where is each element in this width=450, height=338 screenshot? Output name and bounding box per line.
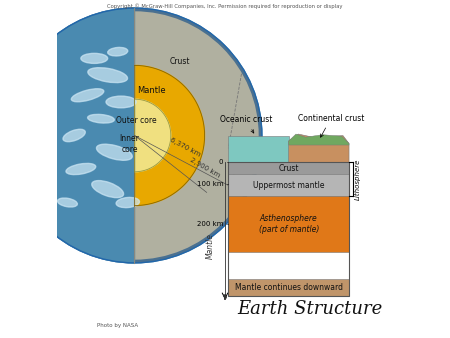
- Ellipse shape: [81, 53, 108, 64]
- Text: Continental crust: Continental crust: [298, 114, 364, 137]
- Ellipse shape: [66, 163, 96, 175]
- Ellipse shape: [63, 129, 86, 142]
- Text: Earth Structure: Earth Structure: [237, 300, 382, 318]
- Circle shape: [7, 8, 262, 263]
- Circle shape: [64, 66, 205, 206]
- Text: Inner
core: Inner core: [120, 134, 140, 153]
- Bar: [228, 136, 289, 162]
- Ellipse shape: [106, 96, 136, 108]
- Text: Asthenosphere
(part of mantle): Asthenosphere (part of mantle): [258, 214, 319, 234]
- Ellipse shape: [108, 47, 128, 56]
- Ellipse shape: [63, 129, 86, 142]
- Text: Crust: Crust: [170, 57, 190, 66]
- Ellipse shape: [71, 89, 104, 102]
- Ellipse shape: [92, 180, 124, 198]
- Ellipse shape: [108, 47, 128, 56]
- Ellipse shape: [58, 198, 77, 207]
- Polygon shape: [289, 134, 349, 162]
- Bar: [228, 162, 349, 296]
- Wedge shape: [135, 8, 262, 263]
- Ellipse shape: [106, 96, 136, 108]
- Text: Crust: Crust: [279, 164, 299, 173]
- Text: Oceanic crust: Oceanic crust: [220, 115, 273, 133]
- Ellipse shape: [88, 68, 127, 82]
- Text: 2,900 km: 2,900 km: [189, 156, 221, 178]
- Bar: [228, 279, 349, 296]
- Text: Mantle: Mantle: [205, 233, 214, 259]
- Ellipse shape: [88, 114, 114, 123]
- Text: Photo by NASA: Photo by NASA: [97, 323, 138, 328]
- Text: Copyright © McGraw-Hill Companies, Inc. Permission required for reproduction or : Copyright © McGraw-Hill Companies, Inc. …: [107, 3, 343, 9]
- Polygon shape: [7, 8, 135, 263]
- Ellipse shape: [116, 197, 140, 208]
- Text: Lithosphere: Lithosphere: [355, 159, 361, 200]
- Ellipse shape: [71, 89, 104, 102]
- Ellipse shape: [81, 53, 108, 64]
- Text: Outer core: Outer core: [116, 116, 157, 125]
- Ellipse shape: [66, 163, 96, 175]
- Text: Uppermost mantle: Uppermost mantle: [253, 180, 324, 190]
- Text: Mantle continues downward: Mantle continues downward: [235, 283, 343, 292]
- Text: 100 km: 100 km: [197, 181, 223, 187]
- Text: Mantle: Mantle: [137, 86, 166, 95]
- Wedge shape: [135, 8, 262, 263]
- Ellipse shape: [96, 144, 132, 160]
- Ellipse shape: [92, 180, 124, 198]
- Bar: [228, 196, 349, 252]
- Bar: [228, 174, 349, 196]
- Text: 200 km: 200 km: [197, 221, 223, 227]
- Ellipse shape: [116, 197, 140, 208]
- Ellipse shape: [88, 68, 127, 82]
- Polygon shape: [289, 134, 349, 145]
- Bar: [228, 162, 349, 174]
- Text: 6,370 km: 6,370 km: [169, 137, 201, 158]
- Ellipse shape: [96, 144, 132, 160]
- Ellipse shape: [58, 198, 77, 207]
- Text: 0: 0: [219, 159, 223, 165]
- Ellipse shape: [88, 114, 114, 123]
- Circle shape: [98, 99, 171, 172]
